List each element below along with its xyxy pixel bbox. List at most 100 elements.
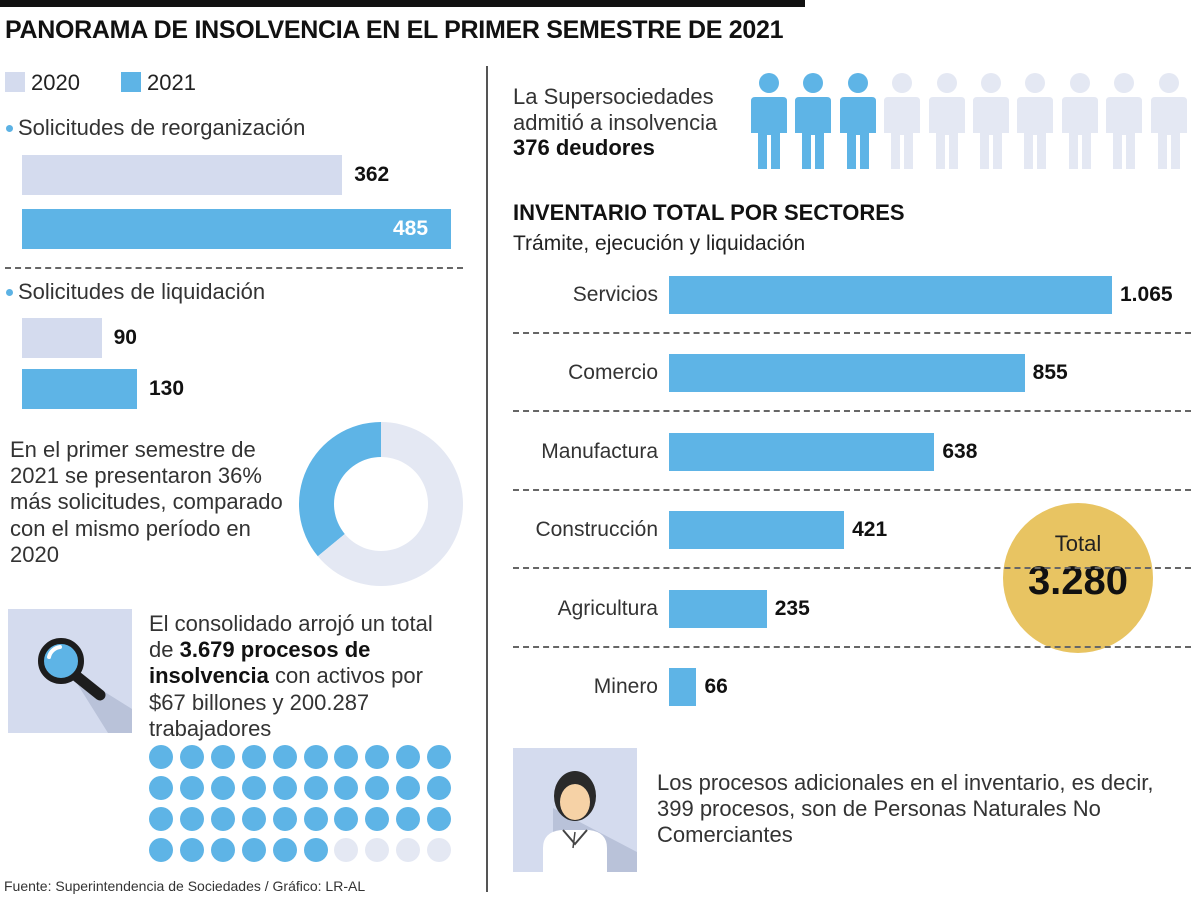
source-footer: Fuente: Superintendencia de Sociedades /…	[4, 878, 366, 894]
sector-divider	[513, 410, 1191, 412]
pictogram-dot	[334, 807, 359, 831]
person-icon	[1061, 73, 1098, 169]
person-icon	[1106, 73, 1143, 169]
magnifier-icon	[38, 638, 132, 733]
pictogram-dot	[303, 807, 328, 831]
pictogram-dot	[365, 745, 390, 769]
sector-divider	[513, 489, 1191, 491]
sector-divider	[513, 332, 1191, 334]
pictogram-dot	[149, 745, 173, 769]
total-label: Total	[1054, 531, 1102, 556]
personas-text: Los procesos adicionales en el inventari…	[657, 770, 1154, 848]
total-badge: Total 3.280	[1003, 503, 1153, 653]
pictogram-dot	[334, 776, 359, 800]
person-icon	[751, 73, 787, 169]
pictogram-dot	[396, 776, 421, 800]
donut-slice	[299, 422, 381, 557]
total-value: 3.280	[1027, 559, 1129, 603]
inventario-title: INVENTARIO TOTAL POR SECTORES	[513, 200, 905, 225]
pictogram-dot	[396, 807, 421, 831]
top-rule	[0, 0, 805, 7]
pictogram-dot	[365, 807, 390, 831]
donut-caption: En el primer semestre de 2021 se present…	[10, 437, 283, 567]
donut-slice	[317, 422, 463, 586]
pictogram-dot	[303, 776, 328, 800]
person-icon	[973, 73, 1009, 169]
pictogram-dot	[210, 745, 235, 769]
pictogram-dot	[210, 776, 235, 800]
woman-avatar-icon	[543, 771, 637, 872]
bar-2020	[22, 318, 102, 358]
reorganizacion-label: Solicitudes de reorganización	[18, 115, 306, 140]
person-icon	[1017, 73, 1054, 169]
bar-2021	[22, 209, 451, 249]
admitidos-text: La Supersociedades admitió a insolvencia…	[513, 84, 718, 161]
bar-2021	[22, 369, 137, 409]
sector-value: 66	[704, 675, 728, 698]
pictogram-dot	[334, 745, 359, 769]
sector-bar	[669, 276, 1112, 314]
pictogram-dot	[427, 838, 452, 862]
magnifier-card	[8, 609, 132, 733]
pictogram-dot	[149, 776, 173, 800]
woman-card	[513, 748, 637, 872]
bar-value-label: 485	[393, 217, 429, 240]
sector-bar	[669, 511, 845, 549]
pictogram-dot	[365, 776, 390, 800]
bar-value-label: 90	[113, 326, 137, 349]
sector-bar	[669, 354, 1025, 392]
sector-label: Construcción	[535, 518, 658, 541]
pictogram-dot	[427, 776, 452, 800]
sector-divider	[513, 567, 1191, 569]
person-icon	[795, 73, 832, 169]
legend-label-2021: 2021	[147, 70, 196, 95]
legend-swatch-2021	[121, 72, 141, 92]
pictogram-dot	[303, 745, 328, 769]
pictogram-dot	[149, 807, 173, 831]
bullet	[6, 125, 13, 132]
pictogram-dot	[179, 776, 204, 800]
legend-swatch-2020	[5, 72, 25, 92]
person-icon	[928, 73, 965, 169]
pictogram-dot	[272, 838, 297, 862]
pictogram-dot	[241, 838, 266, 862]
pictogram-dot	[396, 838, 421, 862]
sector-value: 638	[942, 440, 978, 463]
sector-bar	[669, 590, 767, 628]
pictogram-dot	[179, 745, 204, 769]
pictogram-dot	[365, 838, 390, 862]
person-icon	[1150, 73, 1187, 169]
pictogram-dot	[272, 745, 297, 769]
pictogram-dot	[210, 807, 235, 831]
pictogram-dot	[210, 838, 235, 862]
bar-2020	[22, 155, 343, 195]
pictogram-dot	[179, 838, 204, 862]
bullet	[6, 289, 13, 296]
pictogram-dot	[241, 745, 266, 769]
sector-value: 855	[1032, 361, 1068, 384]
pictogram-dot	[272, 807, 297, 831]
sector-value: 1.065	[1120, 283, 1173, 306]
pictogram-dot	[241, 776, 266, 800]
inventario-subtitle: Trámite, ejecución y liquidación	[513, 232, 806, 255]
consolidado-text: El consolidado arrojó un total de 3.679 …	[149, 611, 433, 741]
pictogram-dot	[149, 838, 173, 862]
sector-label: Minero	[593, 675, 658, 698]
pictogram-dot	[272, 776, 297, 800]
pictogram-dot	[334, 838, 359, 862]
pictogram-dot	[179, 807, 204, 831]
sector-label: Manufactura	[541, 440, 658, 463]
sector-label: Servicios	[572, 283, 658, 306]
pictogram-dot	[303, 838, 328, 862]
legend-label-2020: 2020	[31, 70, 80, 95]
sector-label: Comercio	[568, 361, 658, 384]
sector-bar	[669, 668, 697, 706]
divider	[5, 267, 463, 269]
donut-chart	[299, 422, 463, 586]
sector-value: 235	[774, 597, 810, 620]
column-divider	[486, 66, 488, 892]
bar-value-label: 130	[148, 377, 185, 400]
pictogram-dot	[427, 745, 452, 769]
pictogram-dot	[427, 807, 452, 831]
bar-value-label: 362	[354, 163, 390, 186]
